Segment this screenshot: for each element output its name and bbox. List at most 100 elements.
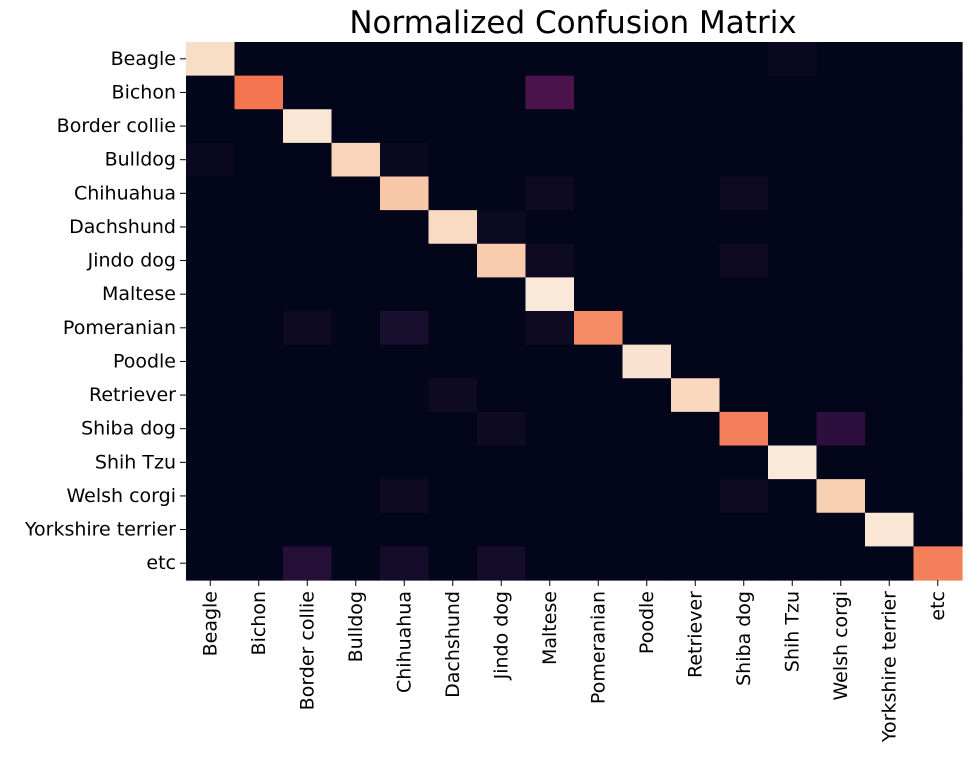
- heatmap-cell: [574, 243, 624, 278]
- heatmap-cell: [913, 311, 963, 346]
- heatmap-cell: [186, 546, 236, 581]
- heatmap-cell: [622, 546, 672, 581]
- heatmap-cell: [574, 311, 624, 346]
- heatmap-cell: [622, 378, 672, 413]
- heatmap-cell: [525, 142, 575, 178]
- heatmap-cell: [331, 411, 381, 447]
- heatmap-cell: [816, 344, 866, 379]
- heatmap-cell: [525, 75, 575, 110]
- heatmap-cell: [283, 378, 333, 413]
- y-tick-label: Welsh corgi: [66, 485, 176, 507]
- heatmap-cell: [477, 512, 527, 547]
- heatmap-cell: [428, 277, 478, 312]
- heatmap-cell: [186, 479, 236, 514]
- heatmap-cell: [428, 378, 478, 413]
- heatmap-cell: [525, 445, 575, 480]
- heatmap-cell: [283, 344, 333, 379]
- heatmap-cell: [186, 445, 236, 480]
- heatmap-cell: [428, 311, 478, 346]
- heatmap-cell: [865, 42, 915, 77]
- heatmap-cell: [816, 512, 866, 547]
- heatmap-cell: [477, 344, 527, 379]
- heatmap-cell: [186, 210, 236, 245]
- heatmap-cell: [816, 445, 866, 480]
- heatmap-cell: [283, 243, 333, 278]
- heatmap-cell: [622, 512, 672, 547]
- heatmap-cell: [234, 210, 284, 245]
- y-tick-label: Shih Tzu: [95, 451, 176, 473]
- heatmap-cell: [622, 210, 672, 245]
- heatmap-cell: [234, 512, 284, 547]
- y-tick-label: Bulldog: [105, 149, 176, 171]
- heatmap-cell: [719, 42, 769, 77]
- heatmap-cell: [428, 210, 478, 245]
- y-tick-label: Bichon: [112, 81, 176, 103]
- y-tick-label: Dachshund: [69, 216, 176, 238]
- heatmap-cell: [671, 243, 721, 278]
- heatmap-cell: [574, 445, 624, 480]
- heatmap-cell: [865, 277, 915, 312]
- heatmap-cell: [283, 277, 333, 312]
- heatmap-cell: [234, 277, 284, 312]
- x-tick-label: Shih Tzu: [781, 591, 803, 672]
- heatmap-cell: [768, 75, 818, 110]
- heatmap-cell: [186, 411, 236, 447]
- heatmap-cell: [331, 75, 381, 110]
- heatmap-cell: [283, 546, 333, 581]
- heatmap-cell: [525, 243, 575, 278]
- heatmap-cell: [622, 176, 672, 211]
- heatmap-cell: [234, 109, 284, 144]
- heatmap-cell: [234, 142, 284, 178]
- heatmap-cell: [622, 344, 672, 379]
- heatmap-cell: [671, 479, 721, 514]
- heatmap-cell: [671, 445, 721, 480]
- heatmap-cell: [622, 277, 672, 312]
- x-tick-label: Maltese: [539, 591, 561, 665]
- heatmap-cell: [671, 75, 721, 110]
- heatmap-cell: [768, 109, 818, 144]
- heatmap-cell: [719, 344, 769, 379]
- heatmap-cell: [622, 243, 672, 278]
- heatmap-cell: [331, 445, 381, 480]
- heatmap-cell: [331, 378, 381, 413]
- heatmap-cell: [768, 243, 818, 278]
- heatmap-cell: [768, 210, 818, 245]
- heatmap-cell: [816, 311, 866, 346]
- heatmap-cell: [186, 311, 236, 346]
- heatmap-cell: [477, 42, 527, 77]
- heatmap-cell: [719, 546, 769, 581]
- heatmap-cell: [331, 546, 381, 581]
- heatmap-cell: [283, 479, 333, 514]
- heatmap-cell: [768, 411, 818, 447]
- heatmap-cell: [380, 210, 430, 245]
- heatmap-cell: [622, 42, 672, 77]
- heatmap-cell: [428, 411, 478, 447]
- heatmap-cell: [380, 344, 430, 379]
- heatmap-cell: [234, 75, 284, 110]
- x-tick-label: Dachshund: [442, 591, 464, 698]
- x-tick-label: Border collie: [296, 591, 318, 710]
- heatmap-cell: [622, 75, 672, 110]
- heatmap-cell: [234, 176, 284, 211]
- heatmap-cell: [768, 546, 818, 581]
- heatmap-cell: [380, 445, 430, 480]
- heatmap-cell: [380, 512, 430, 547]
- heatmap-cell: [283, 445, 333, 480]
- x-tick-label: etc: [927, 591, 949, 621]
- heatmap-cell: [719, 311, 769, 346]
- heatmap-cell: [865, 210, 915, 245]
- heatmap-cell: [234, 344, 284, 379]
- x-tick-label: Poodle: [636, 591, 658, 654]
- heatmap-cell: [622, 109, 672, 144]
- y-tick-label: Poodle: [113, 350, 176, 372]
- heatmap-cell: [380, 109, 430, 144]
- heatmap-cell: [913, 512, 963, 547]
- heatmap-cell: [525, 42, 575, 77]
- heatmap-cell: [719, 142, 769, 178]
- heatmap-cell: [768, 277, 818, 312]
- heatmap-cell: [234, 445, 284, 480]
- heatmap-cell: [865, 546, 915, 581]
- heatmap-cell: [816, 277, 866, 312]
- heatmap-cell: [865, 445, 915, 480]
